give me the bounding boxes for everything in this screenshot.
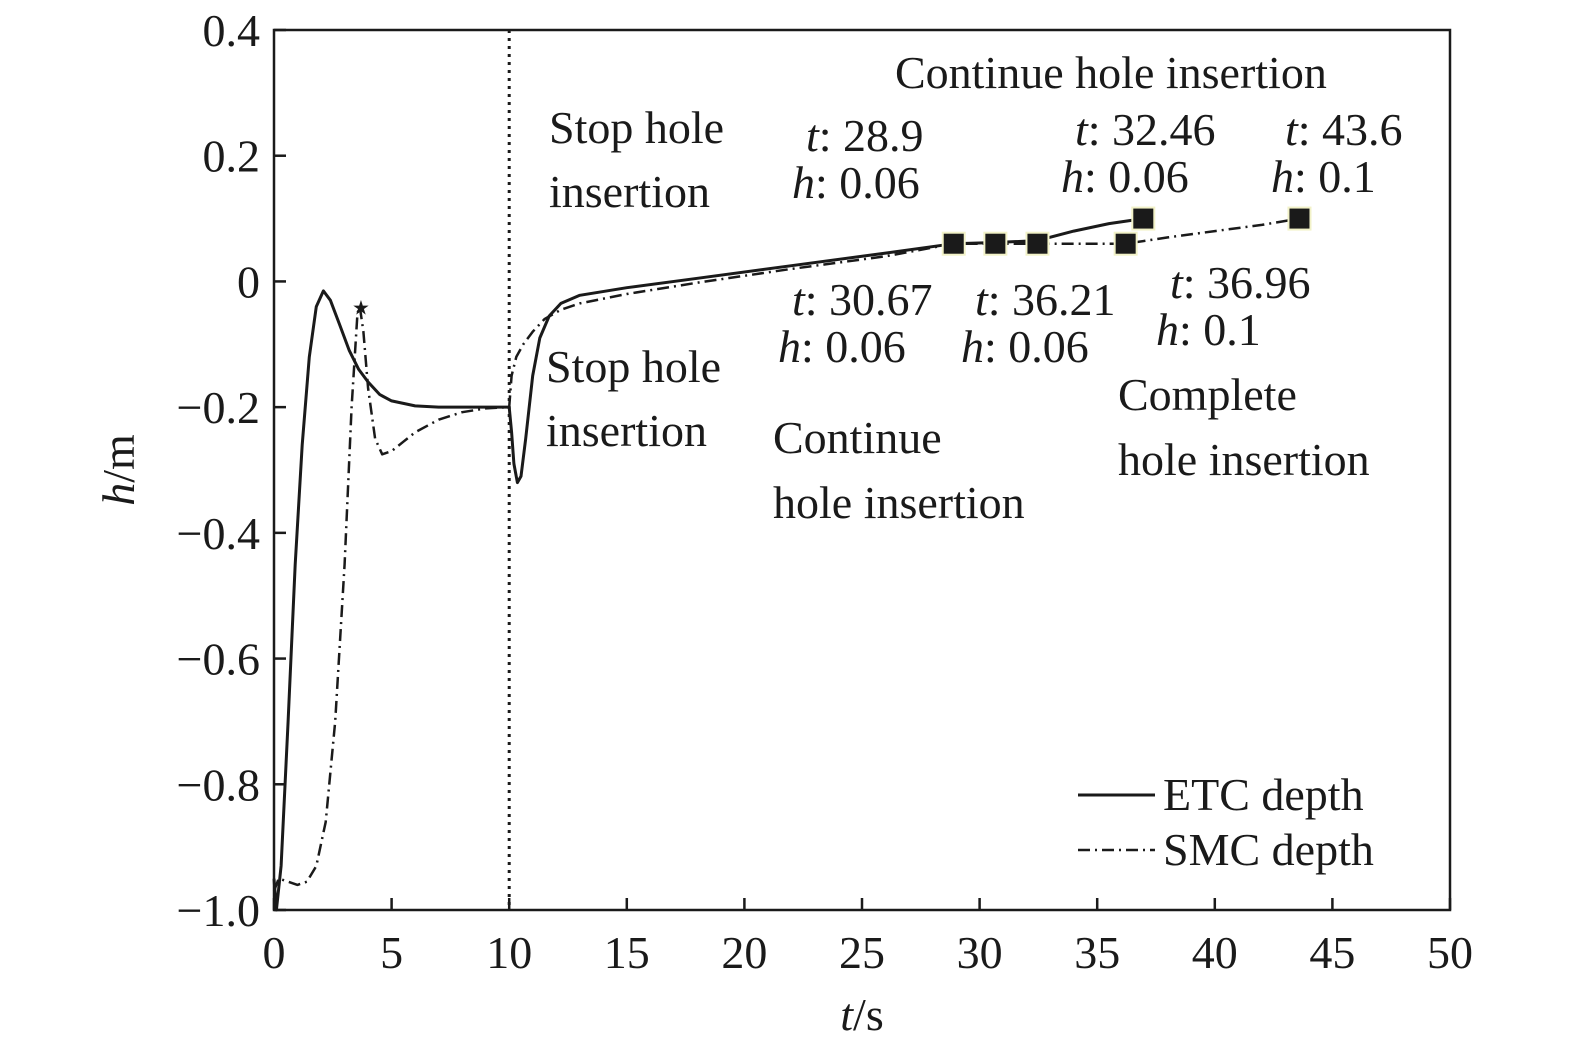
y-tick-label: 0 bbox=[237, 256, 260, 307]
point-label-h: h: 0.06 bbox=[778, 321, 906, 372]
legend: ETC depth SMC depth bbox=[1078, 769, 1374, 875]
data-marker-square bbox=[1113, 231, 1138, 256]
point-label-h: h: 0.1 bbox=[1271, 151, 1376, 202]
point-label-t: t: 32.46 bbox=[1075, 104, 1216, 155]
point-label-h: h: 0.1 bbox=[1156, 304, 1261, 355]
x-tick-label: 0 bbox=[263, 927, 286, 978]
y-tick-label: 0.4 bbox=[203, 5, 261, 56]
x-tick-label: 45 bbox=[1309, 927, 1355, 978]
x-tick-label: 35 bbox=[1074, 927, 1120, 978]
data-marker-square bbox=[1287, 206, 1312, 231]
data-markers: ★ bbox=[352, 206, 1312, 320]
point-label-h: h: 0.06 bbox=[961, 321, 1089, 372]
legend-etc-label: ETC depth bbox=[1163, 769, 1364, 820]
x-tick-label: 15 bbox=[604, 927, 650, 978]
annotation-stop-lower: insertion bbox=[546, 405, 707, 456]
x-tick-label: 25 bbox=[839, 927, 885, 978]
x-tick-label: 50 bbox=[1427, 927, 1473, 978]
legend-smc-label: SMC depth bbox=[1163, 824, 1374, 875]
y-tick-label: 0.2 bbox=[203, 131, 261, 182]
y-tick-label: −0.4 bbox=[177, 508, 260, 559]
y-tick-label: −1.0 bbox=[177, 885, 260, 936]
data-marker-square bbox=[1131, 206, 1156, 231]
annotations: Stop hole insertion Stop hole insertion Cont… bbox=[546, 47, 1403, 528]
annotation-continue-lower: Continue bbox=[773, 412, 942, 463]
star-marker: ★ bbox=[352, 298, 370, 320]
annotation-stop-upper: insertion bbox=[549, 166, 710, 217]
y-axis-label: h/m bbox=[93, 434, 144, 506]
series-line-smc bbox=[272, 217, 1300, 892]
point-label-t: t: 30.67 bbox=[792, 274, 933, 325]
x-axis-ticks: 0 5 10 15 20 25 30 35 40 45 50 bbox=[263, 898, 1473, 978]
x-axis-label: t/s bbox=[840, 989, 883, 1040]
x-tick-label: 30 bbox=[957, 927, 1003, 978]
x-tick-label: 5 bbox=[380, 927, 403, 978]
point-label-t: t: 36.96 bbox=[1170, 257, 1311, 308]
x-tick-label: 10 bbox=[486, 927, 532, 978]
y-axis-ticks: 0.4 0.2 0 −0.2 −0.4 −0.6 −0.8 −1.0 bbox=[177, 5, 286, 936]
point-label-h: h: 0.06 bbox=[1061, 151, 1189, 202]
data-marker-square bbox=[983, 231, 1008, 256]
x-tick-label: 40 bbox=[1192, 927, 1238, 978]
annotation-complete: hole insertion bbox=[1118, 434, 1370, 485]
y-tick-label: −0.8 bbox=[177, 759, 260, 810]
data-marker-square bbox=[941, 231, 966, 256]
y-tick-label: −0.2 bbox=[177, 382, 260, 433]
x-tick-label: 20 bbox=[721, 927, 767, 978]
data-marker-square bbox=[1025, 231, 1050, 256]
y-tick-label: −0.6 bbox=[177, 634, 260, 685]
annotation-continue-top: Continue hole insertion bbox=[895, 47, 1327, 98]
point-label-h: h: 0.06 bbox=[792, 157, 920, 208]
annotation-complete: Complete bbox=[1118, 369, 1297, 420]
annotation-continue-lower: hole insertion bbox=[773, 477, 1025, 528]
annotation-stop-upper: Stop hole bbox=[549, 102, 724, 153]
point-label-t: t: 28.9 bbox=[806, 110, 924, 161]
annotation-stop-lower: Stop hole bbox=[546, 341, 721, 392]
point-label-t: t: 43.6 bbox=[1285, 104, 1403, 155]
point-label-t: t: 36.21 bbox=[975, 274, 1116, 325]
